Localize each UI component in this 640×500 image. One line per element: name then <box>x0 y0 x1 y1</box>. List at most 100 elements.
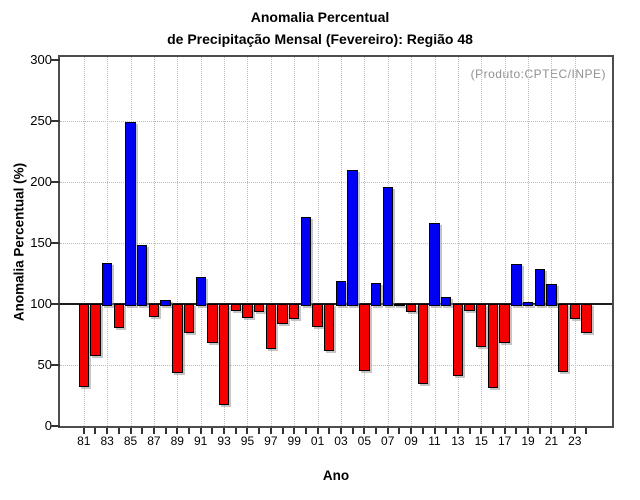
gridline-vertical <box>200 57 202 426</box>
bar-97 <box>265 304 277 349</box>
bar-81 <box>78 304 89 387</box>
bar-19 <box>522 301 534 306</box>
y-tick <box>51 59 60 61</box>
gridline-vertical <box>224 57 226 426</box>
gridline-vertical <box>317 57 319 426</box>
gridline-vertical <box>528 57 530 426</box>
bar-17 <box>499 304 510 343</box>
x-tick <box>293 428 296 434</box>
x-tick <box>223 428 226 434</box>
bar-10 <box>417 304 428 385</box>
bar-96 <box>253 304 265 313</box>
bar-08 <box>394 304 405 306</box>
x-tick <box>456 428 459 434</box>
bar-95 <box>242 304 253 319</box>
bar-99 <box>289 304 300 320</box>
x-tick-label: 07 <box>381 434 395 448</box>
gridline-vertical <box>83 57 85 426</box>
x-tick <box>468 428 471 434</box>
y-tick-label: 300 <box>30 52 52 67</box>
bar-20 <box>534 268 545 306</box>
x-tick-label: 11 <box>428 434 441 448</box>
y-tick-label: 250 <box>30 113 52 128</box>
x-tick <box>234 428 237 434</box>
x-tick <box>106 428 109 434</box>
x-tick-label: 87 <box>147 434 161 448</box>
x-tick <box>480 428 483 434</box>
y-tick-label: 100 <box>30 296 52 311</box>
y-tick <box>51 120 60 122</box>
gridline-vertical <box>247 57 249 426</box>
gridline-vertical <box>551 57 553 426</box>
bar-22 <box>557 304 569 372</box>
bar-91 <box>195 277 206 306</box>
x-tick <box>152 428 155 434</box>
gridline-vertical <box>270 57 272 426</box>
x-tick <box>363 428 366 434</box>
x-tick <box>410 428 413 434</box>
bar-85 <box>125 122 136 306</box>
chart-title: Anomalia Percentual <box>250 9 390 25</box>
gridline-vertical <box>457 57 459 426</box>
x-tick <box>515 428 518 434</box>
bar-90 <box>183 304 195 333</box>
chart-subtitle: de Precipitação Mensal (Fevereiro): Regi… <box>167 31 473 47</box>
bar-87 <box>148 304 160 317</box>
bar-03 <box>335 280 347 306</box>
x-tick <box>375 428 378 434</box>
x-tick <box>82 428 85 434</box>
y-tick-label: 50 <box>37 357 52 372</box>
x-tick-label: 05 <box>357 434 372 448</box>
x-tick <box>211 428 214 434</box>
x-tick-label: 17 <box>497 434 512 448</box>
y-tick-label: 200 <box>30 174 52 189</box>
y-tick <box>51 303 60 305</box>
x-tick-label: 13 <box>451 434 465 448</box>
bar-12 <box>440 296 452 306</box>
x-tick-label: 83 <box>100 434 114 448</box>
plot-area <box>58 55 614 428</box>
x-tick <box>199 428 202 434</box>
x-tick <box>386 428 389 434</box>
x-tick <box>538 428 541 434</box>
bar-92 <box>207 304 218 343</box>
x-tick-label: 95 <box>240 434 255 448</box>
x-tick <box>129 428 132 434</box>
bar-13 <box>452 304 464 376</box>
y-tick <box>51 425 60 427</box>
bar-23 <box>569 304 580 320</box>
x-tick <box>398 428 401 434</box>
x-tick <box>339 428 342 434</box>
x-tick <box>258 428 261 434</box>
x-tick <box>562 428 565 434</box>
x-tick <box>141 428 144 434</box>
gridline-horizontal <box>60 365 612 366</box>
x-tick <box>433 428 436 434</box>
x-tick <box>527 428 530 434</box>
gridline-vertical <box>411 57 413 426</box>
bar-06 <box>370 283 382 306</box>
gridline-vertical <box>294 57 296 426</box>
bar-11 <box>429 223 440 306</box>
x-tick-label: 23 <box>568 434 582 448</box>
y-tick-label: 150 <box>30 235 52 250</box>
bar-00 <box>300 217 312 306</box>
bar-94 <box>230 304 241 311</box>
x-tick-label: 21 <box>544 434 559 448</box>
x-tick-label: 97 <box>264 434 278 448</box>
x-tick <box>351 428 354 434</box>
gridline-vertical <box>177 57 179 426</box>
x-tick <box>304 428 307 434</box>
x-tick <box>117 428 120 434</box>
gridline-vertical <box>340 57 342 426</box>
x-tick <box>188 428 190 434</box>
x-tick <box>421 428 424 434</box>
gridline-horizontal <box>60 182 612 183</box>
x-tick <box>328 428 331 434</box>
gridline-vertical <box>153 57 155 426</box>
x-tick-label: 03 <box>334 434 348 448</box>
bar-01 <box>312 304 323 327</box>
gridline-horizontal <box>60 121 612 122</box>
x-tick <box>585 428 588 434</box>
bar-18 <box>511 263 522 306</box>
